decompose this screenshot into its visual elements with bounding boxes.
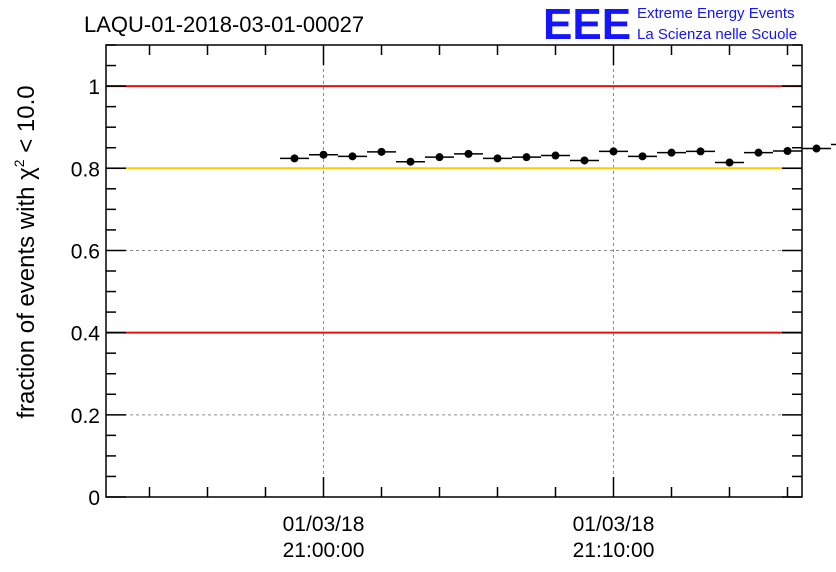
- eee-logo: EEE Extreme Energy Events La Scienza nel…: [543, 0, 797, 49]
- data-point-group: [686, 147, 715, 156]
- eee-logo-line2: La Scienza nelle Scuole: [637, 26, 797, 43]
- data-point-group: [657, 148, 686, 157]
- grid: [106, 45, 802, 497]
- data-point-group: [570, 156, 599, 165]
- data-point-group: [367, 147, 396, 156]
- data-point-group: [541, 151, 570, 160]
- data-point: [290, 154, 299, 163]
- data-point: [406, 157, 415, 166]
- data-point: [638, 152, 647, 161]
- data-point: [667, 148, 676, 157]
- y-tick-label: 0.2: [71, 405, 100, 428]
- data-point-group: [338, 152, 367, 161]
- y-tick-label: 0.6: [71, 240, 100, 263]
- data-point-group: [628, 152, 657, 161]
- data-points: [280, 143, 836, 167]
- data-point: [580, 156, 589, 165]
- x-tick-label-date: 01/03/18: [573, 513, 655, 536]
- data-point-group: [483, 154, 512, 163]
- y-tick-label: 0.4: [71, 323, 101, 346]
- data-point-group: [309, 150, 338, 159]
- tick-labels: 0 0.2 0.4 0.6 0.8 1 01/03/18 21:00:00 01/03/18 21…: [71, 76, 655, 562]
- data-point: [812, 144, 821, 153]
- data-point: [609, 147, 618, 156]
- data-point-group: [773, 147, 802, 156]
- eee-logo-line1: Extreme Energy Events: [637, 5, 795, 22]
- data-point: [522, 153, 531, 162]
- data-point: [319, 150, 328, 159]
- y-tick-label: 0.8: [71, 158, 100, 181]
- data-point: [754, 148, 763, 157]
- data-point-group: [512, 153, 541, 162]
- x-tick-label-time: 21:10:00: [573, 539, 655, 562]
- data-point-group: [454, 149, 483, 158]
- data-point-group: [280, 154, 309, 163]
- data-point-group: [425, 153, 454, 162]
- data-point-group: [802, 144, 831, 153]
- data-point: [464, 149, 473, 158]
- data-point: [783, 147, 792, 156]
- y-axis-label-suffix: < 10.0: [13, 85, 40, 159]
- x-tick-label-time: 21:00:00: [283, 539, 365, 562]
- y-axis-label: fraction of events with χ2 < 10.0: [11, 85, 40, 418]
- y-axis-label-symbol: χ: [13, 167, 40, 180]
- y-tick-label: 0: [88, 487, 100, 510]
- plot-frame: [105, 44, 803, 498]
- data-point: [493, 154, 502, 163]
- data-point-group: [831, 143, 836, 146]
- axis-ticks: [106, 44, 802, 498]
- data-point: [551, 151, 560, 160]
- data-point-group: [715, 158, 744, 167]
- chart-title: LAQU-01-2018-03-01-00027: [84, 12, 364, 37]
- y-tick-label: 1: [88, 76, 100, 99]
- data-point: [377, 147, 386, 156]
- data-point: [725, 158, 734, 167]
- data-point: [696, 147, 705, 156]
- data-point: [435, 153, 444, 162]
- data-point-group: [396, 157, 425, 166]
- y-axis-label-prefix: fraction of events with: [13, 180, 40, 419]
- eee-logo-mark: EEE: [543, 0, 631, 49]
- data-point: [348, 152, 357, 161]
- x-tick-label-date: 01/03/18: [283, 513, 365, 536]
- y-axis-label-exponent: 2: [11, 159, 27, 167]
- reference-lines: [106, 85, 802, 334]
- data-point-group: [599, 147, 628, 156]
- data-point-group: [744, 148, 773, 157]
